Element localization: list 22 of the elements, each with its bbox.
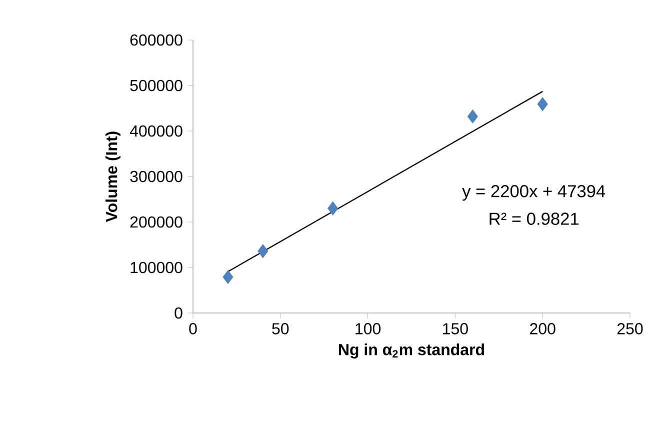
x-axis-title: Ng in α$_{2}$m standard [339,344,484,359]
y-tick-label: 500000 [130,80,182,92]
x-tick-label: 100 [356,323,381,334]
annotation: R² = 0.9821 [490,212,579,225]
y-tick-label: 400000 [130,125,182,137]
annotation: y = 2200x + 47394 [462,185,606,201]
y-tick-label: 300000 [130,170,182,182]
y-tick-label: 600000 [130,34,182,46]
point [328,201,338,216]
x-tick-label: 0 [189,323,197,334]
point [467,110,478,124]
point [537,97,548,112]
x-tick-label: 150 [443,323,468,334]
y-tick-label: 100000 [130,262,182,274]
y-tick-label: 0 [174,307,182,319]
x-tick-label: 50 [272,323,289,334]
x-tick-label: 250 [617,323,643,334]
point [222,270,234,284]
y-axis-title: Volume (Int) [106,132,120,222]
x-tick-label: 200 [530,323,556,334]
y-tick-label: 200000 [130,216,182,228]
point [258,244,268,258]
